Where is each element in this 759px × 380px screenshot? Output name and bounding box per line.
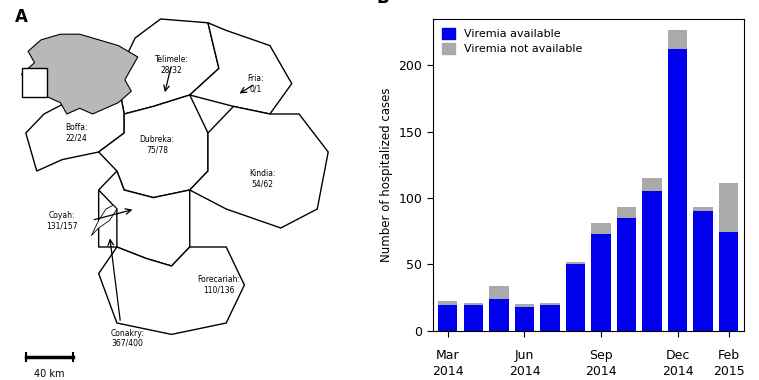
Polygon shape — [91, 205, 117, 236]
Bar — [694, 211, 713, 331]
Bar — [591, 223, 610, 234]
Bar — [464, 303, 483, 306]
Text: 2014: 2014 — [509, 365, 540, 378]
Bar — [668, 49, 687, 331]
Text: Sep: Sep — [589, 349, 613, 362]
Bar — [694, 207, 713, 211]
Bar — [439, 301, 458, 306]
Legend: Viremia available, Viremia not available: Viremia available, Viremia not available — [438, 25, 585, 57]
Text: 2014: 2014 — [432, 365, 464, 378]
Text: Jun: Jun — [515, 349, 534, 362]
Bar — [540, 303, 559, 306]
Y-axis label: Number of hospitalized cases: Number of hospitalized cases — [380, 87, 393, 262]
Polygon shape — [21, 68, 47, 97]
Text: Forecariah:
110/136: Forecariah: 110/136 — [197, 275, 241, 295]
Bar — [439, 306, 458, 331]
Bar — [566, 264, 585, 331]
Bar — [515, 307, 534, 331]
Bar — [490, 285, 509, 299]
Bar — [591, 234, 610, 331]
Text: 2014: 2014 — [662, 365, 693, 378]
Polygon shape — [26, 76, 124, 171]
Text: 2015: 2015 — [713, 365, 745, 378]
Text: A: A — [15, 8, 28, 25]
Bar — [642, 192, 662, 331]
Text: 40 km: 40 km — [34, 369, 65, 378]
Bar — [515, 304, 534, 307]
Polygon shape — [117, 19, 219, 114]
Polygon shape — [190, 23, 291, 114]
Text: Dec: Dec — [666, 349, 690, 362]
Polygon shape — [99, 247, 244, 334]
Polygon shape — [21, 34, 138, 114]
Text: B: B — [376, 0, 389, 6]
Bar — [668, 30, 687, 49]
Text: Fria:
0/1: Fria: 0/1 — [247, 74, 263, 93]
Bar — [464, 306, 483, 331]
Bar — [617, 207, 636, 218]
Bar — [566, 262, 585, 264]
Polygon shape — [99, 171, 190, 266]
Text: Mar: Mar — [436, 349, 460, 362]
Text: Dubreka:
75/78: Dubreka: 75/78 — [140, 135, 175, 154]
Text: 2014: 2014 — [585, 365, 617, 378]
Text: Conakry:
367/400: Conakry: 367/400 — [111, 328, 145, 348]
Polygon shape — [99, 190, 117, 247]
Polygon shape — [190, 106, 328, 228]
Bar — [642, 178, 662, 192]
Bar — [719, 233, 738, 331]
Bar — [719, 184, 738, 233]
Bar — [617, 218, 636, 331]
Text: Kindia:
54/62: Kindia: 54/62 — [250, 169, 276, 188]
Polygon shape — [99, 95, 208, 198]
Text: Telimele:
28/32: Telimele: 28/32 — [155, 55, 188, 74]
Text: Feb: Feb — [717, 349, 739, 362]
Text: Coyah:
131/157: Coyah: 131/157 — [46, 211, 78, 230]
Bar — [540, 306, 559, 331]
Text: Boffa:
22/24: Boffa: 22/24 — [65, 123, 88, 143]
Bar — [490, 299, 509, 331]
